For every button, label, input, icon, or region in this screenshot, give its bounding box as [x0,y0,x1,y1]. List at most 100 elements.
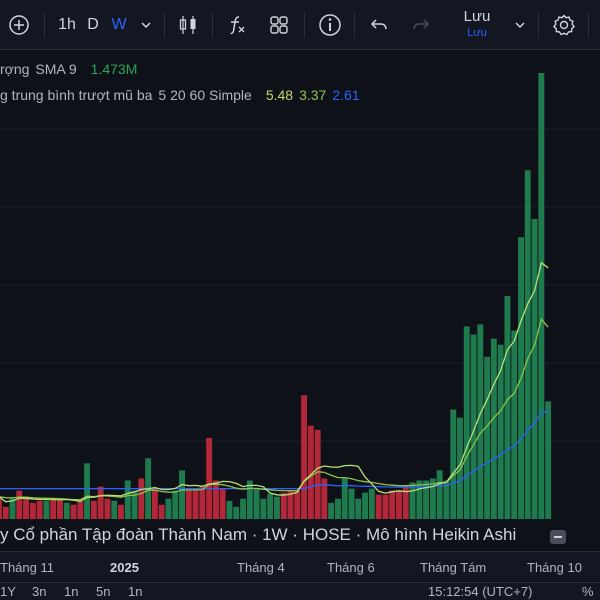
grid-icon [270,16,288,34]
range-button[interactable]: 1n [128,584,143,599]
volume-bar [416,480,423,519]
volume-bar [280,492,287,519]
symbol-title: y Cổ phần Tập đoàn Thành Nam · 1W · HOSE… [0,525,517,544]
volume-bar [545,401,552,519]
volume-bar [206,437,213,519]
time-axis[interactable]: Tháng 11 2025 Tháng 4 Tháng 6 Tháng Tám … [0,551,600,581]
volume-bar [138,478,145,519]
volume-bar [470,334,477,519]
layout-templates-button[interactable] [264,10,294,40]
volume-bar [151,488,158,519]
percent-toggle[interactable]: % [582,584,594,599]
volume-bar [240,498,246,519]
volume-bar [104,498,111,519]
volume-bar [402,485,409,520]
volume-bar [504,296,511,519]
redo-button[interactable] [406,10,436,40]
redo-icon [413,19,430,30]
ema-mid-line [0,317,549,501]
volume-legend-indicator: SMA 9 [35,61,77,77]
time-tick: Tháng 10 [527,560,582,575]
time-tick: 2025 [110,560,139,575]
volume-bar [185,490,192,519]
chart-pane[interactable]: rợng SMA 9 1.473M g trung bình trượt mũ ba… [0,51,600,550]
volume-bar [321,478,328,519]
volume-bar [294,490,301,519]
ema-legend-label: g trung bình trượt mũ ba [0,87,153,103]
ema-legend: g trung bình trượt mũ ba 5 20 60 Simple 5.… [0,87,366,105]
volume-bar [246,480,253,519]
save-sublabel: Lưu [467,27,487,39]
volume-bar [355,498,362,519]
range-button[interactable]: 1Y [0,584,16,599]
ema-value-fast: 5.48 [265,87,294,103]
volume-bar [409,482,416,519]
settings-button[interactable] [548,10,580,40]
range-button[interactable]: 3n [32,584,47,599]
volume-bar [260,498,267,519]
volume-bar [0,496,2,519]
range-button[interactable]: 5n [96,584,111,599]
volume-bar [172,490,179,519]
volume-bar [335,498,341,519]
volume-bar [457,417,463,519]
volume-bar [389,490,396,519]
interval-day-button[interactable]: D [87,16,99,33]
volume-bar [531,219,538,519]
volume-bar [57,500,63,519]
collapse-pane-button[interactable] [550,530,566,544]
save-options-dropdown[interactable] [510,10,530,40]
volume-bar [29,502,36,519]
top-toolbar: 1h D W Lưu Lưu [0,0,600,50]
ema-value-mid: 3.37 [299,87,327,103]
ema-value-slow: 2.61 [332,87,360,103]
add-symbol-button[interactable] [4,10,34,40]
volume-bar [199,486,206,519]
volume-bar [219,488,226,519]
ema-fast-line [0,261,549,503]
volume-bar [538,73,545,519]
volume-bar [511,330,518,519]
bottom-bar: 1Y 3n 1n 5n 1n 15:12:54 (UTC+7) % [0,582,600,600]
indicators-button[interactable] [222,10,252,40]
volume-bar [382,494,389,519]
volume-bar [301,395,307,519]
chevron-down-icon [141,22,151,29]
chart-type-button[interactable] [174,10,202,40]
volume-bar [484,356,491,519]
candles-icon [179,16,196,34]
interval-dropdown-button[interactable] [136,10,156,40]
volume-bar [90,500,97,519]
volume-legend-label: rợng [0,61,30,77]
range-button[interactable]: 1n [64,584,79,599]
minus-icon [554,536,562,538]
volume-bar [328,502,335,519]
volume-bar [314,429,321,519]
volume-bar [362,492,368,519]
volume-bar [179,470,185,519]
volume-bar [477,324,484,519]
volume-bar [70,504,77,519]
volume-bar [158,504,165,519]
volume-bar [192,488,199,519]
volume-bar [213,480,219,519]
save-label: Lưu [463,8,491,25]
volume-bar [524,170,531,520]
save-layout-button[interactable]: Lưu Lưu [452,8,502,42]
undo-button[interactable] [364,10,394,40]
clock[interactable]: 15:12:54 (UTC+7) [428,584,533,599]
interval-week-button[interactable]: W [111,16,127,33]
volume-bar [423,480,429,519]
volume-bar [2,506,9,519]
volume-bar [253,488,260,519]
time-tick: Tháng Tám [420,560,487,575]
volume-bar [118,504,124,519]
gear-icon [552,14,576,36]
volume-bar [63,502,70,519]
volume-bar [43,500,50,519]
symbol-info-button[interactable] [314,10,346,40]
interval-1h-button[interactable]: 1h [58,16,76,33]
volume-bar [131,490,138,519]
volume-legend-value: 1.473M [90,61,138,77]
volume-bar [450,409,457,519]
